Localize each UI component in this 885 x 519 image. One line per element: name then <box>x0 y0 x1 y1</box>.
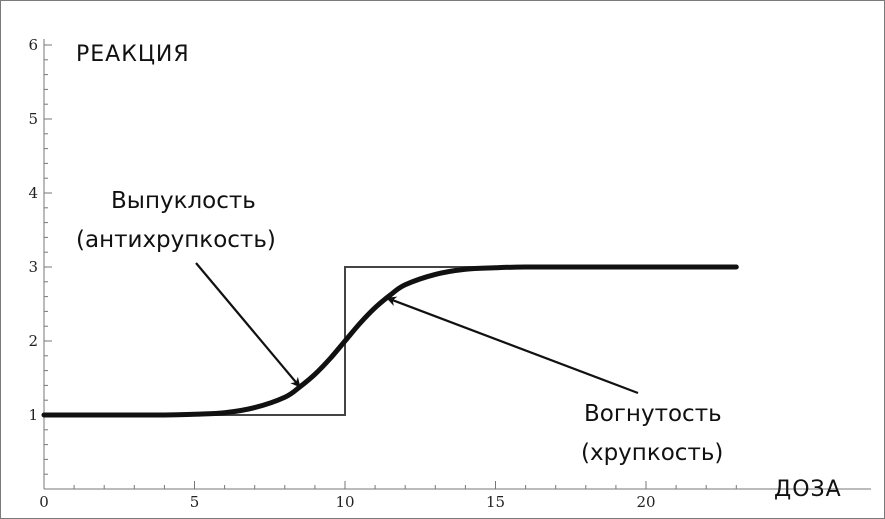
annotation-concavity-line-1: Вогнутость <box>584 401 722 427</box>
annotation-convexity-line-2: (антихрупкость) <box>76 227 276 253</box>
y-axis-ticks: 1 2 3 4 5 6 <box>28 36 52 475</box>
y-tick-label: 3 <box>28 258 38 276</box>
step-series-line <box>44 266 737 416</box>
y-tick-label: 2 <box>28 332 38 350</box>
x-axis-title: ДОЗА <box>774 477 842 502</box>
y-axis-title: РЕАКЦИЯ <box>76 42 190 67</box>
y-tick-label: 4 <box>28 184 38 202</box>
annotation-convexity-arrow <box>195 262 301 388</box>
x-tick-label: 0 <box>39 493 49 511</box>
x-tick-label: 10 <box>335 493 354 511</box>
x-tick-label: 5 <box>190 493 200 511</box>
annotation-concavity: Вогнутость (хрупкость) <box>386 296 723 466</box>
x-axis-ticks: 0 5 10 15 20 <box>39 481 737 511</box>
x-tick-label: 15 <box>486 493 505 511</box>
y-tick-label: 6 <box>28 36 38 54</box>
sigmoid-series-line <box>41 264 739 418</box>
annotation-concavity-line-2: (хрупкость) <box>581 440 723 466</box>
annotation-convexity-line-1: Выпуклость <box>111 188 256 214</box>
y-tick-label: 1 <box>28 406 38 424</box>
annotation-concavity-arrow <box>386 296 639 395</box>
y-tick-label: 5 <box>28 110 38 128</box>
x-tick-label: 20 <box>636 493 655 511</box>
annotation-convexity: Выпуклость (антихрупкость) <box>76 188 301 388</box>
